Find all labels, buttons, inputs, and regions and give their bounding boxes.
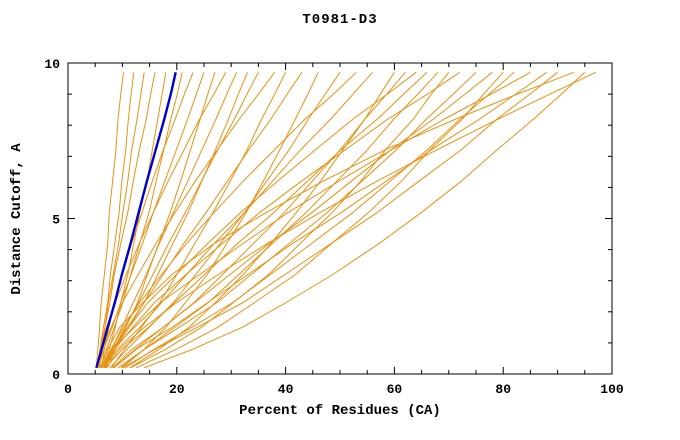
data-curve — [105, 71, 428, 369]
data-curve — [99, 71, 531, 369]
data-curve — [96, 72, 156, 368]
data-curve — [100, 72, 183, 368]
data-curve — [95, 72, 124, 368]
y-tick-label: 5 — [52, 213, 60, 228]
data-curve — [122, 71, 558, 369]
data-curve — [129, 72, 395, 369]
x-tick-label: 20 — [169, 382, 185, 397]
data-curve — [111, 72, 287, 369]
data-curve — [113, 71, 547, 369]
data-curve — [103, 71, 417, 369]
y-tick-label: 10 — [44, 57, 60, 72]
x-tick-label: 60 — [387, 382, 403, 397]
data-curve — [103, 71, 373, 369]
data-curve — [96, 72, 135, 368]
data-curve — [102, 71, 357, 368]
y-tick-label: 0 — [52, 368, 60, 383]
data-curve — [105, 71, 596, 369]
data-curve — [101, 72, 303, 369]
y-axis-label: Distance Cutoff, A — [9, 143, 25, 295]
x-tick-label: 40 — [278, 382, 294, 397]
data-curve — [104, 72, 238, 368]
x-axis-label: Percent of Residues (CA) — [239, 403, 441, 419]
x-tick-label: 100 — [600, 382, 624, 397]
data-curve — [109, 72, 341, 369]
data-curve — [101, 71, 575, 368]
chart-title: T0981-D3 — [302, 12, 378, 28]
data-curve — [103, 71, 460, 369]
data-curve — [120, 71, 439, 369]
data-curve — [105, 72, 259, 368]
data-curve — [113, 71, 406, 369]
x-tick-label: 0 — [64, 382, 72, 397]
data-curve — [98, 72, 205, 368]
x-tick-label: 80 — [495, 382, 511, 397]
data-curve — [96, 72, 276, 368]
data-curve — [101, 72, 194, 368]
data-curve — [144, 71, 586, 369]
highlighted-curve — [95, 72, 177, 369]
data-curve — [112, 71, 493, 369]
data-curve — [117, 71, 477, 369]
data-curve — [122, 72, 319, 369]
